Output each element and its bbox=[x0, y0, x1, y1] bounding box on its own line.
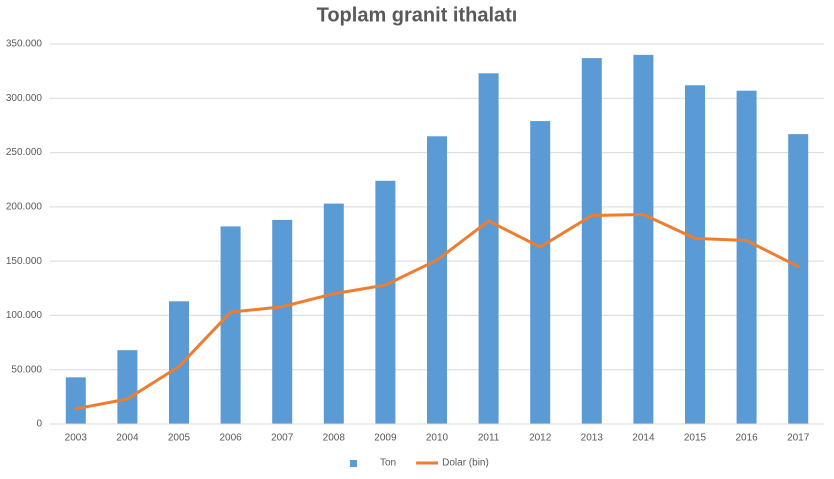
y-tick-label: 0 bbox=[36, 419, 42, 430]
bar bbox=[220, 226, 241, 424]
x-tick-label: 2011 bbox=[478, 433, 500, 444]
x-tick-label: 2008 bbox=[323, 433, 346, 444]
chart-title: Toplam granit ithalatı bbox=[317, 4, 518, 26]
line bbox=[74, 212, 800, 411]
y-tick-label: 300.000 bbox=[6, 93, 43, 104]
x-tick-label: 2010 bbox=[426, 433, 449, 444]
bar bbox=[736, 90, 757, 424]
y-tick-label: 150.000 bbox=[6, 256, 43, 267]
x-tick-label: 2013 bbox=[581, 433, 604, 444]
x-tick-label: 2004 bbox=[116, 433, 139, 444]
bar bbox=[117, 350, 138, 424]
x-tick-label: 2007 bbox=[271, 433, 294, 444]
bar bbox=[65, 377, 86, 424]
x-tick-label: 2003 bbox=[65, 433, 88, 444]
bar bbox=[685, 85, 705, 424]
legend-label: Dolar (bin) bbox=[442, 458, 489, 469]
x-tick-label: 2016 bbox=[735, 433, 758, 444]
bar bbox=[272, 219, 293, 424]
x-tick-label: 2005 bbox=[168, 433, 191, 444]
x-tick-label: 2006 bbox=[219, 433, 242, 444]
bar bbox=[788, 134, 809, 424]
bar bbox=[169, 301, 189, 424]
y-tick-label: 200.000 bbox=[6, 201, 43, 212]
bar bbox=[478, 73, 499, 425]
y-tick-label: 100.000 bbox=[6, 310, 43, 321]
y-tick-label: 50.000 bbox=[11, 364, 42, 375]
legend-swatch bbox=[350, 460, 357, 467]
bar bbox=[323, 203, 344, 424]
bar bbox=[375, 180, 396, 424]
x-tick-label: 2012 bbox=[529, 433, 552, 444]
x-tick-label: 2009 bbox=[374, 433, 397, 444]
x-tick-label: 2015 bbox=[684, 433, 707, 444]
bar bbox=[427, 136, 447, 425]
y-tick-label: 350.000 bbox=[6, 39, 43, 50]
bar bbox=[530, 121, 551, 424]
bar bbox=[581, 58, 602, 424]
x-tick-label: 2014 bbox=[632, 433, 655, 444]
x-tick-label: 2017 bbox=[787, 433, 810, 444]
y-tick-label: 250.000 bbox=[6, 147, 43, 158]
legend-label: Ton bbox=[380, 458, 396, 469]
bar bbox=[633, 54, 654, 424]
